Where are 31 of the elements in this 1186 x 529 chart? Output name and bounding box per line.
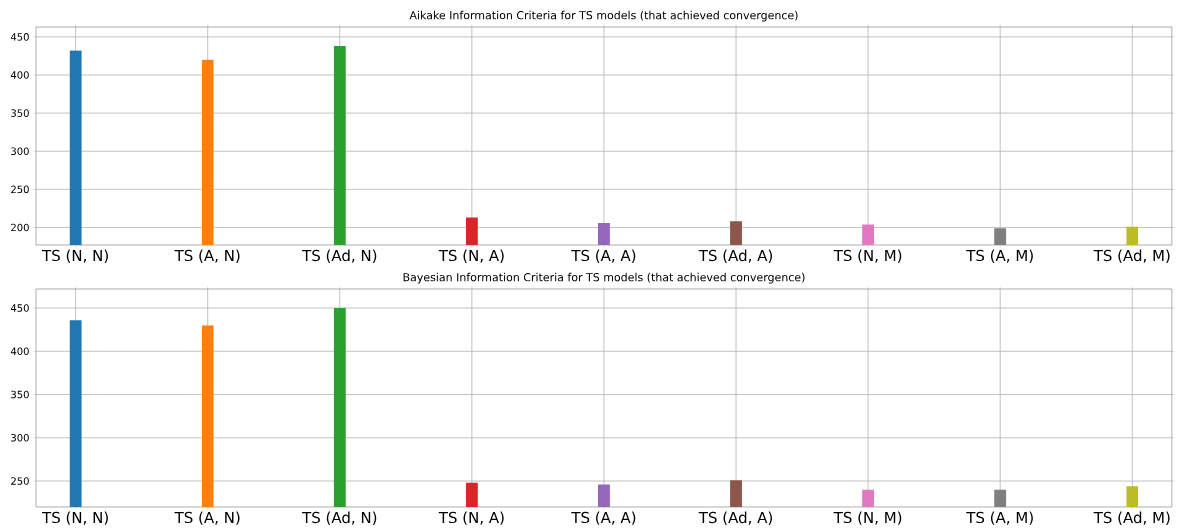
y-tick-label: 200 — [11, 223, 29, 232]
x-tick-label: TS (Ad, N) — [302, 249, 377, 263]
x-tick-label: TS (N, A) — [438, 249, 504, 263]
chart-title: Bayesian Information Criteria for TS models (that achieved convergence) — [403, 272, 805, 284]
x-tick-label: TS (N, N) — [42, 249, 108, 263]
y-tick-label: 450 — [10, 304, 29, 312]
chart-title: Aikake Information Criteria for TS models (that achieved convergence) — [409, 10, 798, 22]
x-tick-label: TS (N, M) — [833, 249, 902, 263]
x-tick-label: TS (A, M) — [966, 511, 1033, 525]
x-tick-label: TS (A, M) — [966, 249, 1033, 263]
x-tick-label: TS (Ad, M) — [1093, 249, 1170, 263]
y-tick-label: 300 — [11, 147, 29, 156]
y-tick-label: 350 — [11, 109, 29, 117]
y-tick-label: 450 — [10, 33, 29, 41]
x-tick-label: TS (A, A) — [571, 511, 636, 525]
x-tick-label: TS (Ad, M) — [1093, 511, 1170, 525]
x-tick-label: TS (Ad, A) — [698, 511, 772, 525]
x-tick-label: TS (N, M) — [833, 511, 902, 525]
y-tick-label: 250 — [11, 477, 29, 485]
y-tick-label: 400 — [10, 347, 29, 356]
x-tick-label: TS (A, A) — [571, 249, 636, 263]
x-tick-label: TS (A, N) — [174, 249, 240, 263]
x-tick-label: TS (Ad, A) — [698, 249, 772, 263]
y-tick-label: 250 — [11, 185, 29, 194]
y-tick-label: 400 — [10, 71, 29, 79]
y-tick-label: 350 — [11, 390, 29, 399]
x-tick-label: TS (A, N) — [174, 511, 240, 525]
x-tick-label: TS (Ad, N) — [302, 511, 377, 525]
x-tick-label: TS (N, N) — [42, 511, 108, 525]
y-tick-label: 300 — [11, 433, 29, 442]
x-tick-label: TS (N, A) — [438, 511, 504, 525]
